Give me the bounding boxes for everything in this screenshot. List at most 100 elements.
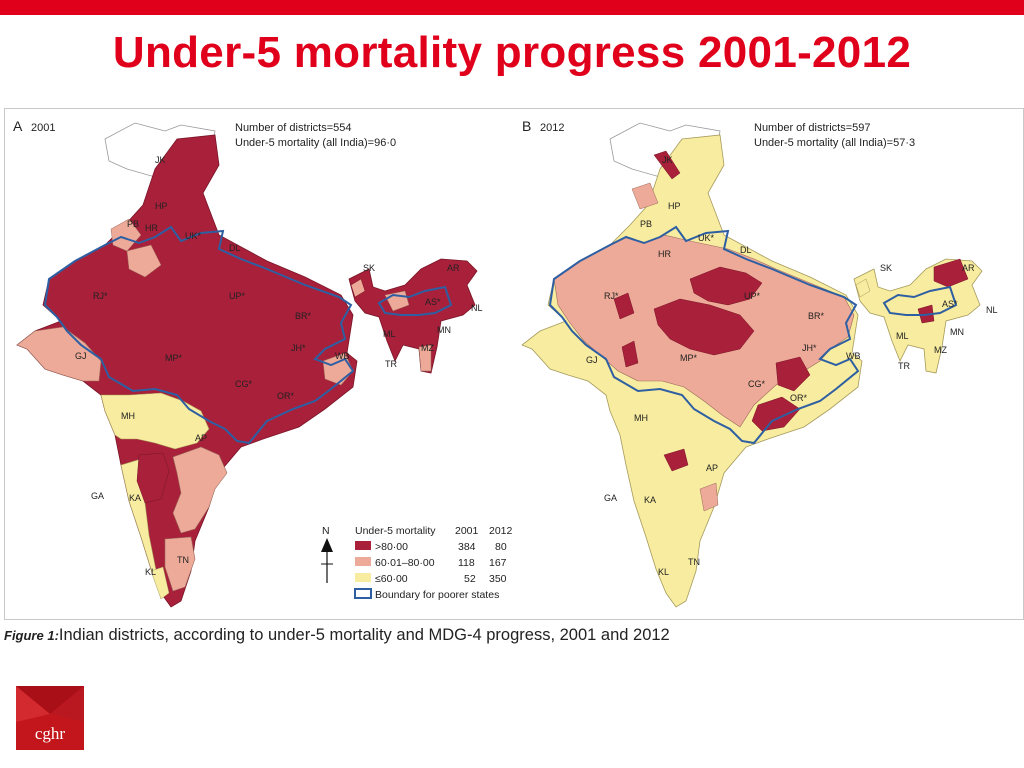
state-label: TR	[898, 361, 910, 371]
state-label: NL	[471, 303, 483, 313]
legend-row-label: >80·00	[375, 541, 408, 553]
ap-high-patch	[663, 448, 689, 472]
map-panel-2001: A 2001 Number of districts=554 Under-5 m…	[13, 118, 513, 608]
panel-year: 2012	[540, 122, 564, 134]
rj-high-patch	[613, 292, 635, 320]
state-label: PB	[640, 219, 652, 229]
legend-row-label: 60·01–80·00	[375, 557, 435, 569]
state-label: DL	[740, 245, 752, 255]
state-label: CG*	[235, 379, 253, 389]
state-label: KL	[658, 567, 669, 577]
state-label: GJ	[586, 355, 598, 365]
state-label: CG*	[748, 379, 766, 389]
legend-row-label: ≤60·00	[375, 573, 408, 585]
state-label: MZ	[934, 345, 947, 355]
state-label: HR	[145, 223, 158, 233]
state-label: TN	[688, 557, 700, 567]
panel-letter: B	[522, 118, 531, 134]
legend-swatch-low	[355, 573, 371, 582]
state-label: TR	[385, 359, 397, 369]
state-label: AP	[195, 433, 207, 443]
all-india-mortality: Under-5 mortality (all India)=96·0	[235, 137, 396, 149]
north-arrow: N	[321, 525, 333, 583]
poorer-states-boundary	[43, 225, 355, 445]
up-high-cluster	[689, 266, 763, 306]
legend-row-2012: 80	[495, 541, 507, 553]
state-label: GA	[604, 493, 617, 503]
caption-text: Indian districts, according to under-5 m…	[58, 626, 670, 644]
maharashtra-low-region	[100, 392, 210, 450]
slide-title: Under-5 mortality progress 2001-2012	[112, 28, 912, 77]
state-label: GJ	[75, 351, 87, 361]
sikkim-region	[350, 278, 366, 298]
south-mid-patch	[699, 482, 719, 512]
state-label: JH*	[291, 343, 306, 353]
state-label: MH	[121, 411, 135, 421]
state-label: MH	[634, 413, 648, 423]
state-label: KA	[644, 495, 656, 505]
india-mainland	[16, 134, 358, 608]
state-label: AS*	[942, 299, 958, 309]
india-map-2001	[16, 122, 478, 608]
state-label: MP*	[680, 353, 698, 363]
north-arrow-icon	[321, 538, 333, 552]
sikkim-region	[855, 278, 871, 298]
legend-row-2012: 167	[489, 557, 507, 569]
state-label: WB	[335, 351, 350, 361]
logo-text: cghr	[34, 724, 66, 743]
state-label: TN	[177, 555, 189, 565]
state-label: UK*	[185, 231, 202, 241]
legend-swatch-boundary	[354, 588, 372, 599]
state-label: JK	[155, 155, 166, 165]
state-label: GA	[91, 491, 104, 501]
state-label: WB	[846, 351, 861, 361]
haryana-mid-patch	[126, 244, 162, 278]
legend-swatch-high	[355, 541, 371, 550]
state-label: MN	[950, 327, 964, 337]
map-panel-2012: B 2012 Number of districts=597 Under-5 m…	[521, 118, 998, 608]
state-label: AP	[706, 463, 718, 473]
kerala-low-patch	[150, 566, 170, 600]
logo-pattern-icon	[16, 686, 84, 722]
state-label: AR	[447, 263, 460, 273]
state-label: AR	[962, 263, 975, 273]
mizoram-mid-patch	[418, 344, 432, 372]
or-high-patch	[751, 396, 801, 432]
state-label: HR	[658, 249, 671, 259]
gujarat-mid-region	[16, 326, 102, 382]
legend-row-2001: 52	[464, 573, 476, 585]
legend-swatch-mid	[355, 557, 371, 566]
state-label: JH*	[802, 343, 817, 353]
state-label: HP	[155, 201, 168, 211]
state-label: OR*	[277, 391, 295, 401]
state-label: JK	[662, 155, 673, 165]
poorer-states-boundary-ne	[377, 285, 453, 316]
legend-header-2012: 2012	[489, 525, 513, 537]
state-label: HP	[668, 201, 681, 211]
tamilnadu-mid-region	[164, 536, 196, 592]
state-label: PB	[127, 219, 139, 229]
legend-boundary-label: Boundary for poorer states	[375, 589, 499, 601]
figure-frame: A 2001 Number of districts=554 Under-5 m…	[4, 108, 1024, 620]
state-label: RJ*	[93, 291, 108, 301]
state-label: UK*	[698, 233, 715, 243]
jk-high-patch	[653, 150, 681, 180]
state-label: ML	[383, 329, 396, 339]
ar-high-patch	[933, 258, 969, 288]
state-label: BR*	[295, 311, 312, 321]
top-accent-bar	[0, 0, 1024, 15]
state-label: ML	[896, 331, 909, 341]
legend-row-2001: 118	[458, 557, 475, 569]
poorer-states-boundary	[548, 225, 860, 445]
state-label: MZ	[421, 343, 434, 353]
legend-row-2001: 384	[458, 541, 476, 553]
andhra-mid-region	[172, 446, 228, 534]
figure-label: Figure 1:	[4, 628, 59, 643]
state-label: MP*	[165, 353, 183, 363]
state-label: NL	[986, 305, 998, 315]
mp-high-cluster	[653, 298, 755, 356]
panel-year: 2001	[31, 122, 55, 134]
north-arrow-label: N	[322, 525, 330, 537]
gj-high-patch	[621, 340, 639, 368]
state-label: DL	[229, 243, 241, 253]
